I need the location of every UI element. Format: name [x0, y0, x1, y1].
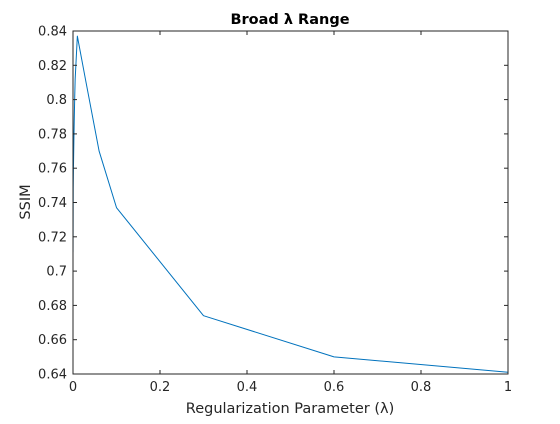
plot-area [73, 31, 508, 374]
y-tick-label: 0.7 [46, 265, 67, 280]
marks-layer [72, 35, 509, 373]
x-tick-label: 0.2 [150, 380, 171, 395]
x-tick-label: 0 [69, 380, 77, 395]
y-axis-label: SSIM [18, 184, 34, 219]
x-tick-label: 0.4 [237, 380, 258, 395]
y-tick-label: 0.66 [38, 333, 67, 348]
x-tick-label: 0.6 [324, 380, 345, 395]
x-tick-label: 1 [504, 380, 512, 395]
ticks-layer: 0 0.2 0.4 0.6 0.8 1 0.64 0.66 0.68 0.7 0.72 0.74 0.7… [38, 25, 512, 396]
y-tick-label: 0.72 [38, 230, 67, 245]
x-axis-label: Regularization Parameter (λ) [186, 401, 394, 417]
y-tick-label: 0.8 [46, 93, 67, 108]
y-tick-label: 0.78 [38, 127, 67, 142]
y-tick-label: 0.74 [38, 196, 67, 211]
chart-title: Broad λ Range [230, 12, 349, 28]
y-tick-label: 0.68 [38, 299, 67, 314]
x-tick-label: 0.8 [411, 380, 432, 395]
y-tick-label: 0.64 [38, 368, 67, 383]
series-line-0 [72, 35, 509, 373]
y-tick-label: 0.76 [38, 162, 67, 177]
y-tick-label: 0.84 [38, 25, 67, 40]
y-tick-label: 0.82 [38, 59, 67, 74]
axes-box [72, 30, 509, 375]
